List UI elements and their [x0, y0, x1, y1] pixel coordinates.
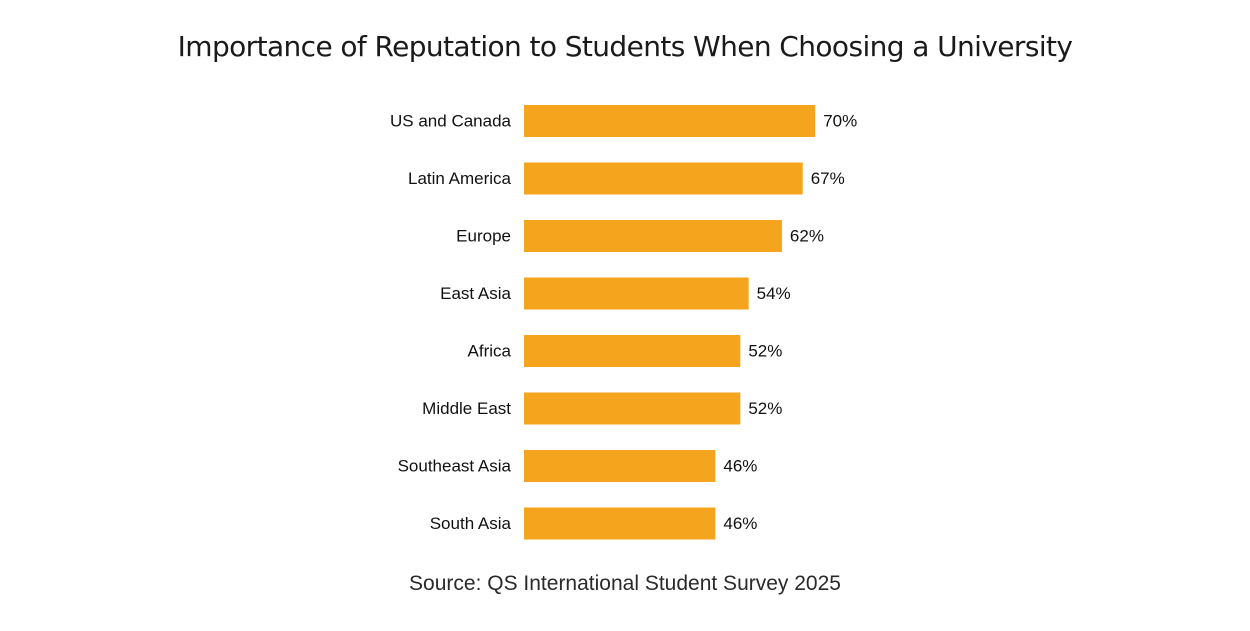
source-note: Source: QS International Student Survey …: [409, 572, 841, 595]
bar-latin-america: [524, 162, 803, 195]
bar-southeast-asia: [524, 450, 716, 482]
category-label: South Asia: [430, 514, 512, 533]
category-label: Europe: [456, 227, 511, 246]
value-label: 54%: [757, 284, 791, 303]
value-label: 62%: [790, 227, 824, 246]
category-label: East Asia: [440, 284, 511, 303]
value-label: 46%: [723, 514, 757, 533]
category-label: Latin America: [408, 169, 512, 188]
category-label: Middle East: [422, 399, 511, 418]
value-label: 70%: [823, 112, 857, 131]
category-label: US and Canada: [390, 112, 512, 131]
bar-east-asia: [524, 277, 749, 310]
chart-title: Importance of Reputation to Students Whe…: [177, 30, 1073, 63]
bar-africa: [524, 335, 741, 367]
value-label: 46%: [723, 457, 757, 476]
bar-south-asia: [524, 507, 716, 540]
value-label: 67%: [811, 169, 845, 188]
category-label: Africa: [468, 342, 512, 361]
value-label: 52%: [748, 342, 782, 361]
bar-chart: US and Canada 70% Latin America 67% Europe 62…: [390, 105, 857, 540]
bar-middle-east: [524, 392, 741, 425]
category-label: Southeast Asia: [398, 457, 512, 476]
bar-europe: [524, 220, 782, 252]
value-label: 52%: [748, 399, 782, 418]
bar-us-and-canada: [524, 105, 816, 137]
